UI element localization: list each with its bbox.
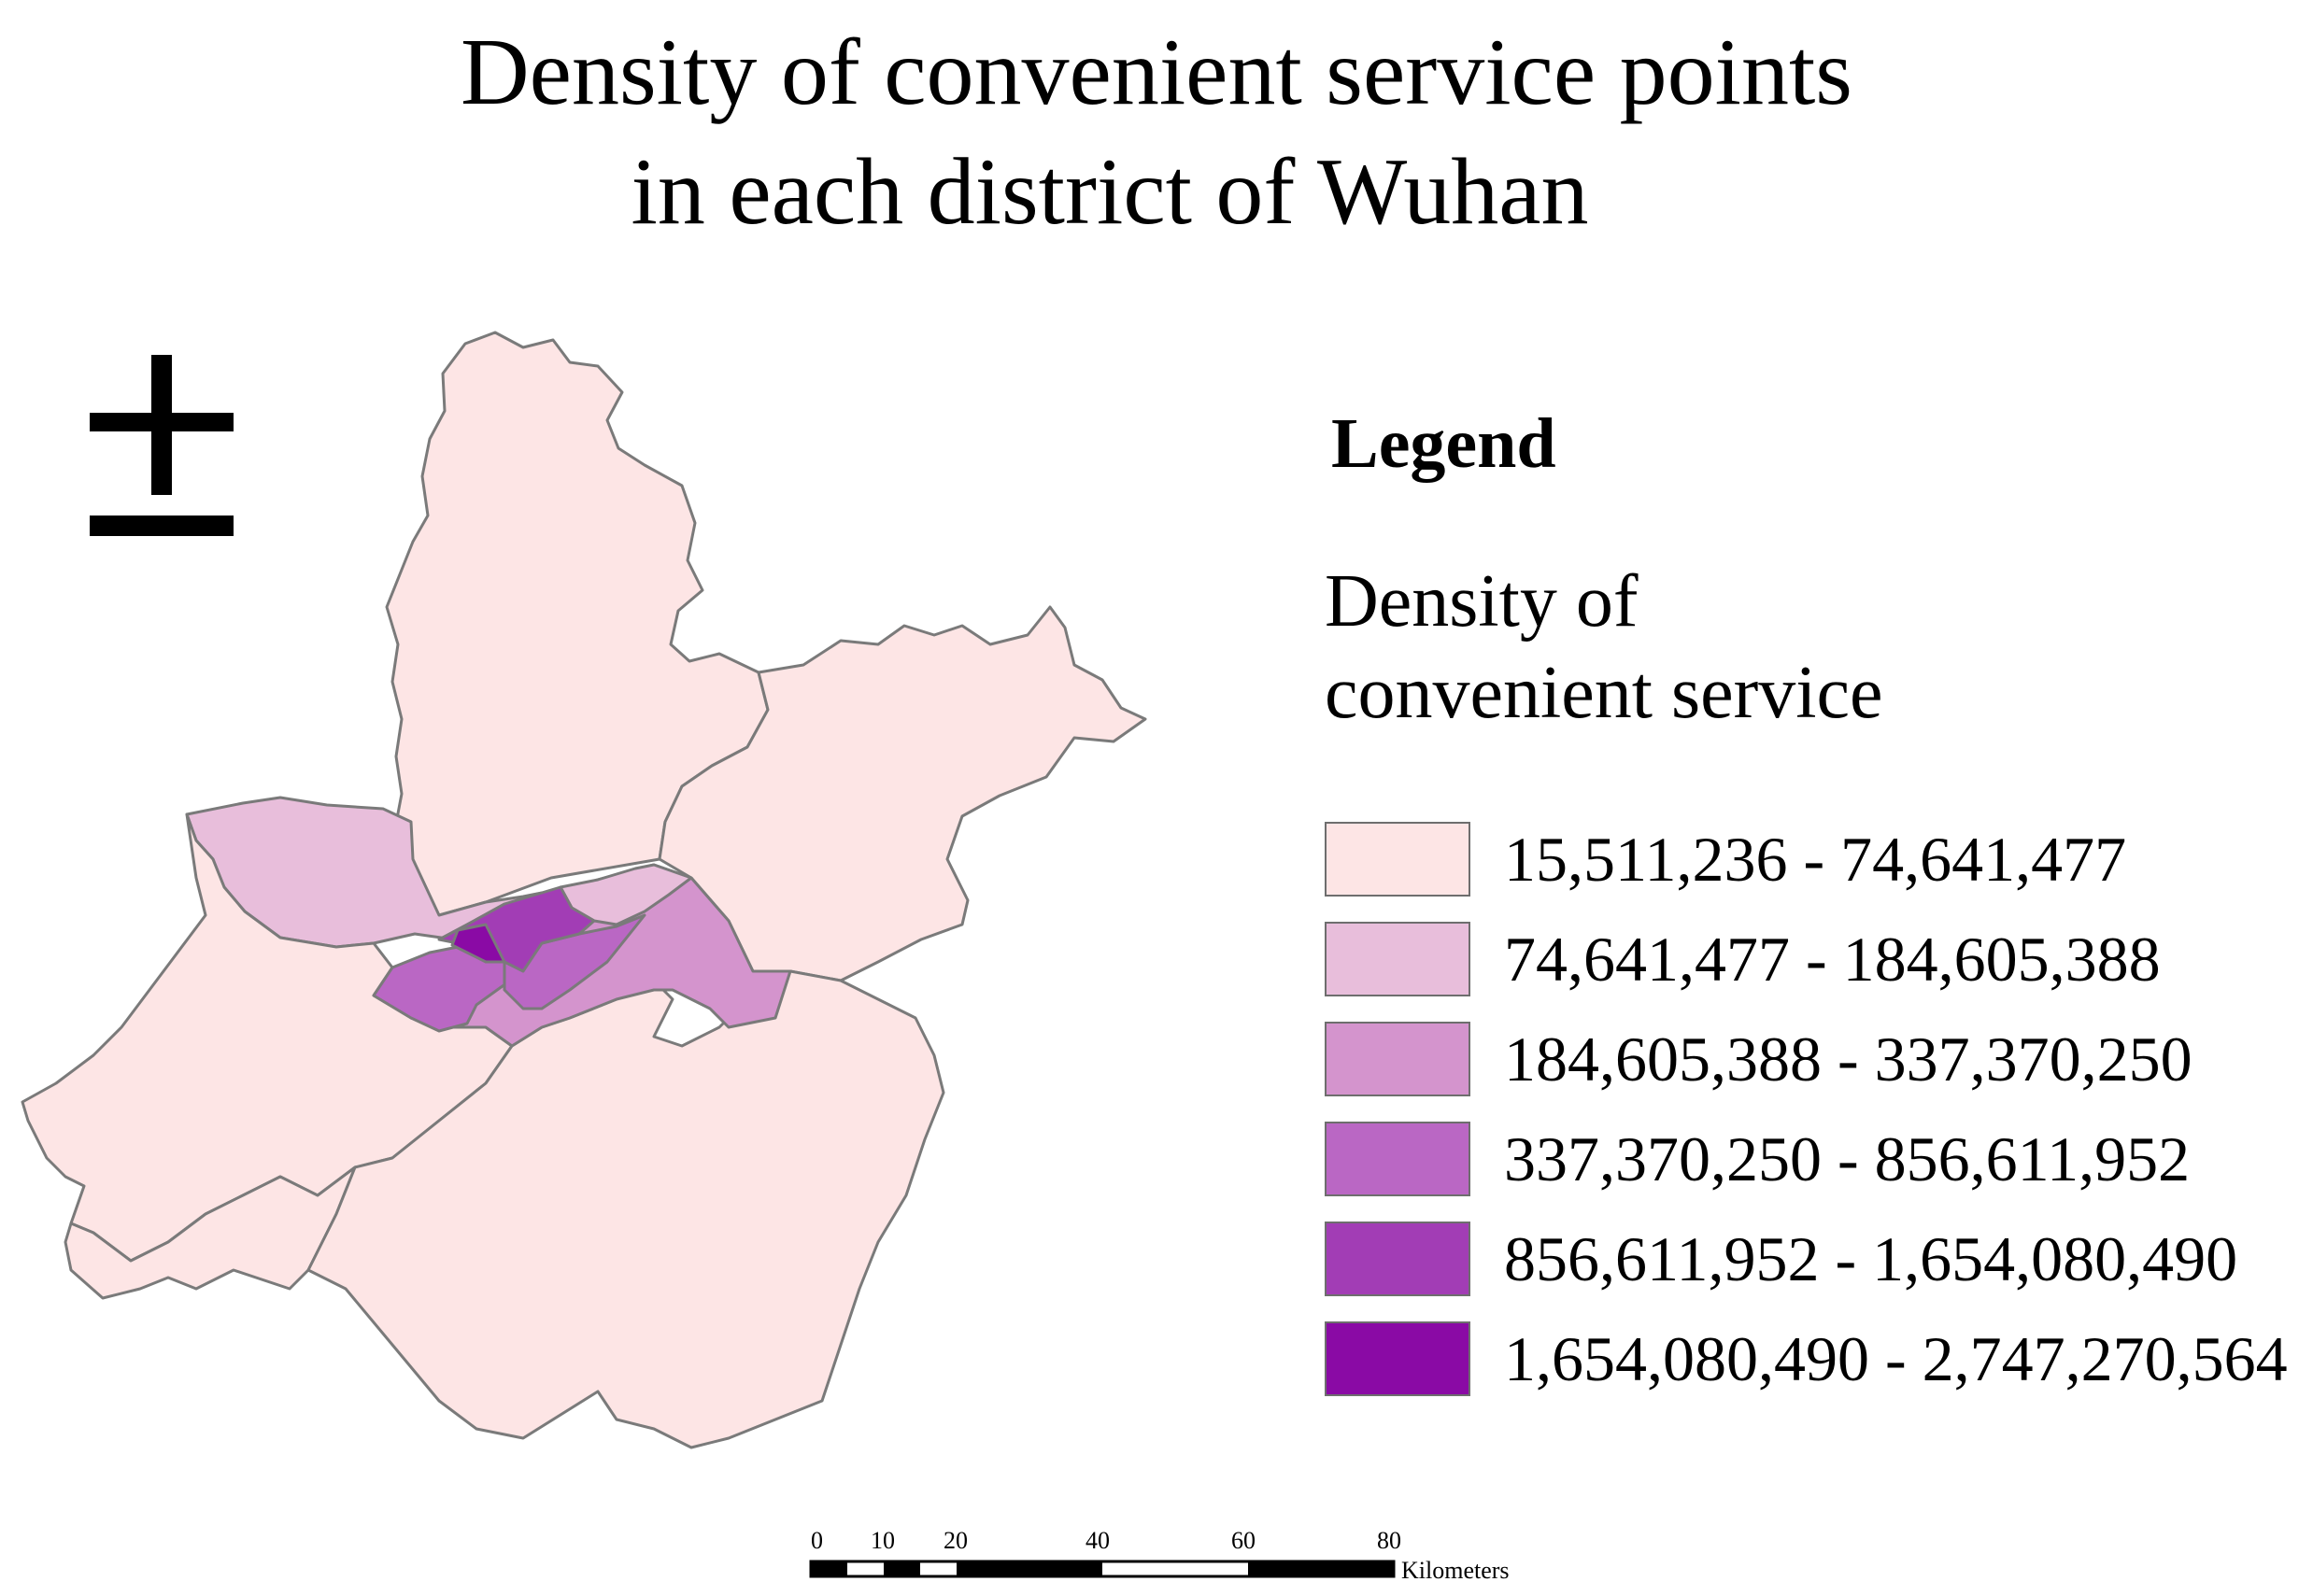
scale-tick-label: 0 xyxy=(811,1527,823,1554)
legend-swatch xyxy=(1325,1321,1470,1396)
scale-tick-label: 20 xyxy=(944,1527,968,1554)
scale-tick-label: 60 xyxy=(1231,1527,1256,1554)
map-title-line-1: Density of convenient service points xyxy=(461,20,1852,125)
legend-swatch xyxy=(1325,922,1470,996)
legend-swatch xyxy=(1325,1022,1470,1096)
legend-item-label: 1,654,080,490 - 2,747,270,564 xyxy=(1504,1323,2288,1394)
scale-bar: 0 10 20 40 60 80 Kilometers xyxy=(809,1527,1510,1584)
legend-item-label: 856,611,952 - 1,654,080,490 xyxy=(1504,1223,2238,1294)
scale-tick-label: 80 xyxy=(1377,1527,1401,1554)
legend-swatch xyxy=(1325,1122,1470,1196)
legend-field-line-1: Density of xyxy=(1325,560,1639,643)
map-title-line-2: in each district of Wuhan xyxy=(631,139,1589,245)
legend-field-name: Density of convenient service xyxy=(1325,556,2259,739)
district-qiaokou[interactable] xyxy=(450,923,506,964)
scale-tick-label: 40 xyxy=(1086,1527,1110,1554)
north-arrow-icon xyxy=(90,355,234,536)
legend-item-label: 184,605,388 - 337,370,250 xyxy=(1504,1024,2192,1095)
legend-item-label: 337,370,250 - 856,611,952 xyxy=(1504,1123,2191,1194)
legend-heading: Legend xyxy=(1331,404,1556,483)
scale-unit-label: Kilometers xyxy=(1401,1557,1510,1584)
scale-tick-label: 10 xyxy=(871,1527,895,1554)
legend-item-label: 15,511,236 - 74,641,477 xyxy=(1504,824,2127,895)
legend-swatch xyxy=(1325,1222,1470,1296)
district-east[interactable] xyxy=(658,605,1147,982)
legend-swatch xyxy=(1325,822,1470,897)
legend-item-label: 74,641,477 - 184,605,388 xyxy=(1504,924,2161,995)
wuhan-district-map xyxy=(21,331,1147,1449)
legend-field-line-2: convenient service xyxy=(1325,652,1883,734)
